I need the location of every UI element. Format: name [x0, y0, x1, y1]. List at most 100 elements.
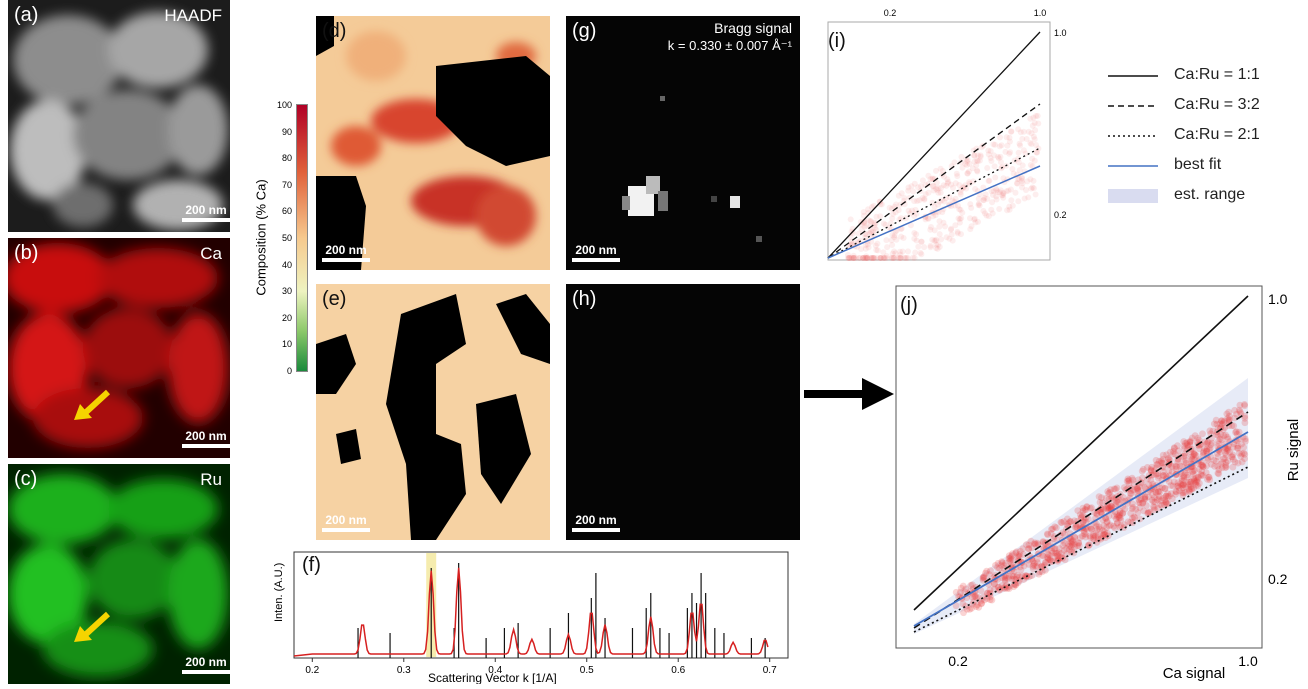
j-data-point: [1086, 532, 1094, 540]
i-data-point: [866, 230, 873, 237]
j-data-point: [1098, 534, 1105, 542]
i-data-point: [966, 160, 973, 167]
j-data-point: [1113, 520, 1121, 527]
j-data-point: [1208, 439, 1216, 447]
j-data-point: [1117, 522, 1125, 530]
j-data-point: [1200, 449, 1207, 457]
legend-swatch: [1108, 189, 1158, 203]
j-data-point: [1174, 458, 1181, 466]
i-data-point: [848, 228, 855, 235]
i-data-point: [993, 196, 1000, 203]
j-data-point: [1110, 512, 1118, 520]
i-data-point: [845, 252, 851, 258]
j-data-point: [1240, 444, 1248, 451]
j-data-point: [1185, 485, 1193, 493]
i-data-point: [958, 159, 965, 166]
i-data-point: [921, 196, 928, 203]
j-data-point: [1079, 504, 1087, 512]
j-data-point: [1171, 445, 1178, 452]
i-data-point: [867, 255, 874, 261]
j-data-point: [1029, 557, 1037, 565]
j-data-point: [1182, 488, 1189, 496]
j-data-point: [1217, 431, 1225, 438]
legend-item: Ca:Ru = 1:1: [1100, 64, 1300, 88]
j-data-point: [1134, 509, 1142, 517]
j-data-point: [1205, 473, 1213, 481]
j-data-point: [1155, 488, 1162, 495]
i-data-point: [964, 158, 970, 165]
j-data-point: [1144, 464, 1151, 471]
i-data-point: [1033, 149, 1040, 156]
j-data-point: [1018, 572, 1026, 580]
i-data-point: [907, 222, 914, 229]
j-data-point: [1188, 434, 1196, 442]
j-data-point: [1054, 550, 1061, 558]
j-data-point: [1180, 458, 1188, 466]
panel-f-label: (f): [302, 554, 321, 576]
j-data-point: [1238, 450, 1246, 458]
i-data-point: [869, 255, 876, 261]
j-data-point: [1085, 541, 1092, 549]
j-data-point: [1009, 556, 1016, 563]
i-data-point: [1028, 141, 1035, 148]
i-data-point: [954, 228, 961, 235]
j-y-tick-label: 0.2: [1268, 571, 1288, 587]
i-data-point: [1015, 159, 1022, 166]
j-data-point: [1222, 461, 1230, 469]
legend-swatch: [1108, 75, 1158, 77]
i-data-point: [884, 244, 891, 251]
j-data-point: [1217, 423, 1225, 431]
i-data-point: [921, 244, 928, 251]
j-data-point: [1231, 458, 1239, 466]
j-data-point: [1191, 467, 1198, 474]
i-data-point: [890, 255, 897, 261]
colorbar-tick-label: 80: [281, 153, 292, 164]
i-best-fit-line: [827, 165, 1041, 259]
j-data-point: [1090, 531, 1097, 539]
i-data-point: [931, 227, 938, 234]
j-data-point: [1155, 457, 1163, 465]
i-data-point: [856, 255, 863, 261]
scale-bar: 200 nm: [322, 243, 370, 262]
j-data-point: [1120, 484, 1128, 491]
j-data-point: [1110, 522, 1117, 530]
j-data-point: [1071, 543, 1078, 551]
i-data-point: [894, 255, 901, 261]
scale-bar: 200 nm: [182, 203, 230, 222]
j-data-point: [1199, 463, 1207, 470]
i-data-point: [909, 207, 916, 214]
i-data-point: [900, 235, 907, 241]
i-data-point: [919, 177, 926, 184]
j-data-point: [1134, 484, 1141, 491]
j-data-point: [1023, 541, 1030, 549]
j-data-point: [1242, 437, 1249, 445]
i-data-point: [848, 241, 855, 248]
j-data-point: [957, 584, 965, 592]
i-data-point: [1015, 155, 1022, 162]
i-data-point: [895, 207, 902, 214]
j-data-point: [1192, 480, 1199, 487]
i-data-point: [1010, 170, 1017, 177]
j-data-point: [1031, 559, 1038, 567]
i-data-point: [933, 179, 940, 186]
j-data-point: [1158, 459, 1165, 467]
legend-label: est. range: [1174, 186, 1246, 203]
i-data-point: [962, 161, 969, 167]
i-data-point: [992, 141, 998, 148]
i-data-point: [956, 216, 963, 223]
j-data-point: [1033, 563, 1041, 570]
i-data-point: [893, 236, 900, 243]
i-data-point: [1028, 185, 1035, 192]
j-data-point: [1184, 471, 1191, 479]
j-data-point: [1221, 464, 1229, 471]
i-data-point: [952, 222, 959, 229]
j-data-point: [1234, 442, 1242, 450]
j-data-point: [1083, 503, 1091, 510]
legend-swatch: [1108, 165, 1158, 167]
j-data-point: [1020, 562, 1028, 570]
j-data-point: [1044, 555, 1052, 563]
j-data-point: [1087, 505, 1094, 512]
j-data-point: [1119, 494, 1127, 501]
i-data-point: [993, 193, 1000, 200]
composition-map-d: [316, 16, 550, 270]
